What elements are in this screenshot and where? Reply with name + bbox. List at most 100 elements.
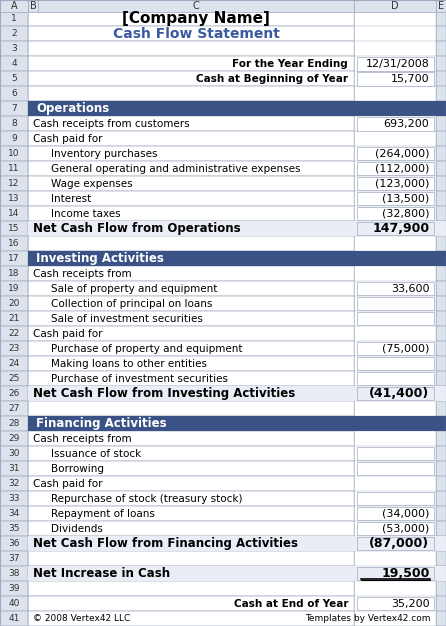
Bar (436, 177, 446, 192)
Bar (28, 311, 354, 326)
Bar (356, 73, 434, 86)
Text: 14: 14 (8, 209, 20, 218)
Text: Cash paid for: Cash paid for (33, 134, 103, 144)
Bar (0, 26, 28, 41)
Bar (0, 536, 446, 551)
Bar (0, 356, 446, 371)
Text: © 2008 Vertex42 LLC: © 2008 Vertex42 LLC (33, 614, 130, 623)
Bar (28, 177, 354, 192)
Bar (0, 566, 28, 581)
Text: D: D (391, 1, 399, 11)
Bar (356, 282, 434, 295)
Bar (0, 116, 28, 131)
Bar (0, 401, 28, 416)
Bar (28, 116, 354, 131)
Text: 30: 30 (8, 449, 20, 458)
Bar (28, 386, 354, 401)
Bar (436, 506, 446, 521)
Bar (356, 507, 434, 520)
Bar (436, 71, 446, 86)
Text: 5: 5 (11, 74, 17, 83)
Bar (436, 11, 446, 26)
Text: 20: 20 (8, 299, 20, 308)
Bar (28, 101, 446, 116)
Bar (436, 86, 446, 101)
Bar (0, 11, 28, 26)
Bar (436, 237, 446, 251)
Bar (28, 356, 354, 371)
Bar (0, 506, 446, 521)
Bar (436, 0, 446, 11)
Text: Investing Activities: Investing Activities (36, 252, 164, 265)
Bar (0, 611, 28, 626)
Text: 34: 34 (8, 509, 20, 518)
Bar (28, 56, 354, 71)
Bar (436, 192, 446, 207)
Bar (0, 41, 28, 56)
Bar (436, 386, 446, 401)
Bar (436, 251, 446, 266)
Text: Cash paid for: Cash paid for (33, 329, 103, 339)
Bar (28, 222, 446, 237)
Bar (436, 222, 446, 237)
Text: 17: 17 (8, 254, 20, 264)
Text: 32: 32 (8, 479, 20, 488)
Bar (356, 567, 434, 580)
Bar (0, 596, 28, 611)
Text: Cash receipts from customers: Cash receipts from customers (33, 119, 190, 129)
Bar (0, 266, 28, 281)
Bar (436, 131, 446, 146)
Bar (356, 222, 434, 235)
Text: 10: 10 (8, 150, 20, 158)
Bar (356, 192, 434, 205)
Bar (28, 26, 354, 41)
Text: 8: 8 (11, 120, 17, 128)
Text: 16: 16 (8, 239, 20, 249)
Bar (0, 207, 446, 222)
Text: 26: 26 (8, 389, 20, 398)
Text: Net Cash Flow from Investing Activities: Net Cash Flow from Investing Activities (33, 387, 295, 400)
Bar (356, 207, 434, 220)
Bar (0, 266, 446, 281)
Bar (0, 237, 28, 251)
Text: Net Cash Flow from Operations: Net Cash Flow from Operations (33, 222, 241, 235)
Bar (28, 581, 354, 596)
Text: 11: 11 (8, 165, 20, 173)
Bar (356, 462, 434, 475)
Bar (0, 0, 28, 11)
Bar (0, 26, 446, 41)
Text: 41: 41 (8, 614, 20, 623)
Bar (0, 371, 446, 386)
Bar (28, 446, 354, 461)
Bar (28, 491, 354, 506)
Bar (0, 192, 446, 207)
Text: (112,000): (112,000) (375, 164, 429, 174)
Bar (28, 192, 354, 207)
Text: Cash receipts from: Cash receipts from (33, 434, 132, 444)
Bar (0, 341, 28, 356)
Bar (0, 566, 446, 581)
Bar (0, 11, 446, 26)
Text: Net Cash Flow from Financing Activities: Net Cash Flow from Financing Activities (33, 537, 298, 550)
Text: (87,000): (87,000) (369, 537, 429, 550)
Bar (0, 116, 446, 131)
Text: 13: 13 (8, 194, 20, 203)
Bar (356, 387, 434, 400)
Text: 2: 2 (11, 29, 17, 38)
Bar (436, 326, 446, 341)
Bar (436, 162, 446, 177)
Text: B: B (29, 1, 37, 11)
Bar (0, 281, 446, 296)
Text: Repurchase of stock (treasury stock): Repurchase of stock (treasury stock) (51, 494, 243, 503)
Text: 31: 31 (8, 464, 20, 473)
Bar (28, 506, 354, 521)
Text: Sale of property and equipment: Sale of property and equipment (51, 284, 217, 294)
Bar (0, 581, 446, 596)
Bar (0, 237, 446, 251)
Text: 33: 33 (8, 494, 20, 503)
Text: 25: 25 (8, 374, 20, 383)
Text: (75,000): (75,000) (382, 344, 429, 354)
Text: 4: 4 (11, 59, 17, 68)
Bar (356, 117, 434, 130)
Bar (0, 431, 446, 446)
